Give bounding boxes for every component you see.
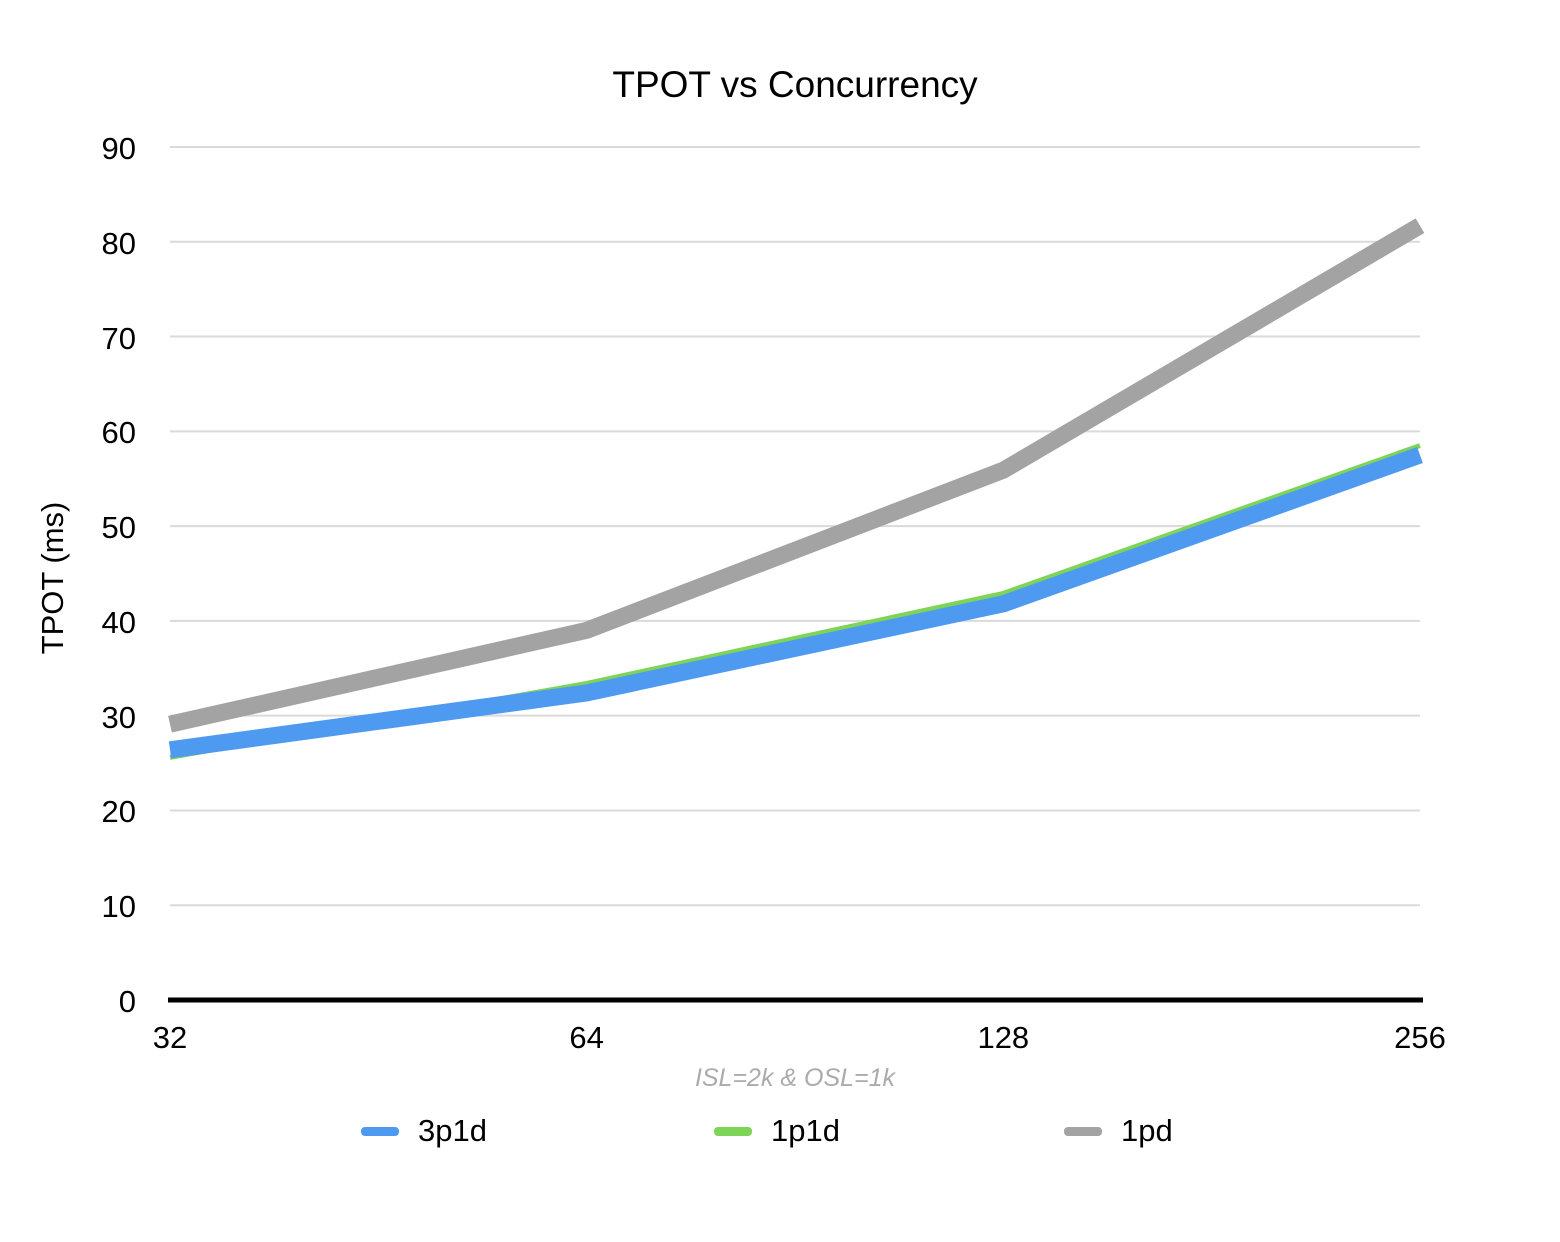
legend-item-1p1d: 1p1d [714, 1112, 840, 1150]
x-axis-caption: ISL=2k & OSL=1k [694, 1064, 896, 1092]
series-line-1pd [168, 218, 1425, 733]
y-tick-label-80: 80 [101, 225, 136, 261]
y-tick-label-60: 60 [101, 415, 136, 451]
legend-label-1pd: 1pd [1121, 1113, 1173, 1148]
legend-swatch-1pd-icon [1064, 1126, 1102, 1136]
y-tick-label-50: 50 [101, 510, 136, 546]
legend-item-3p1d: 3p1d [361, 1112, 487, 1150]
y-tick-label-30: 30 [101, 699, 136, 735]
legend-swatch-3p1d-icon [361, 1126, 399, 1136]
legend-label-1p1d: 1p1d [771, 1113, 840, 1148]
x-tick-label-256: 256 [1394, 1020, 1446, 1055]
y-tick-label-10: 10 [101, 889, 136, 925]
y-tick-label-0: 0 [118, 984, 136, 1019]
y-tick-label-70: 70 [101, 320, 136, 356]
series-line-3p1d [168, 447, 1423, 759]
legend-swatch-1p1d-icon [714, 1126, 752, 1136]
series-line-1p1d [169, 443, 1421, 760]
y-tick-label-90: 90 [101, 131, 136, 166]
chart-title: TPOT vs Concurrency [612, 64, 978, 105]
x-tick-label-32: 32 [152, 1020, 188, 1055]
legend-label-3p1d: 3p1d [418, 1113, 487, 1148]
legend-item-1pd: 1pd [1064, 1112, 1173, 1150]
y-tick-label-40: 40 [101, 604, 136, 640]
y-tick-label-20: 20 [101, 794, 136, 830]
x-tick-label-128: 128 [977, 1020, 1030, 1055]
x-tick-label-64: 64 [569, 1020, 604, 1055]
